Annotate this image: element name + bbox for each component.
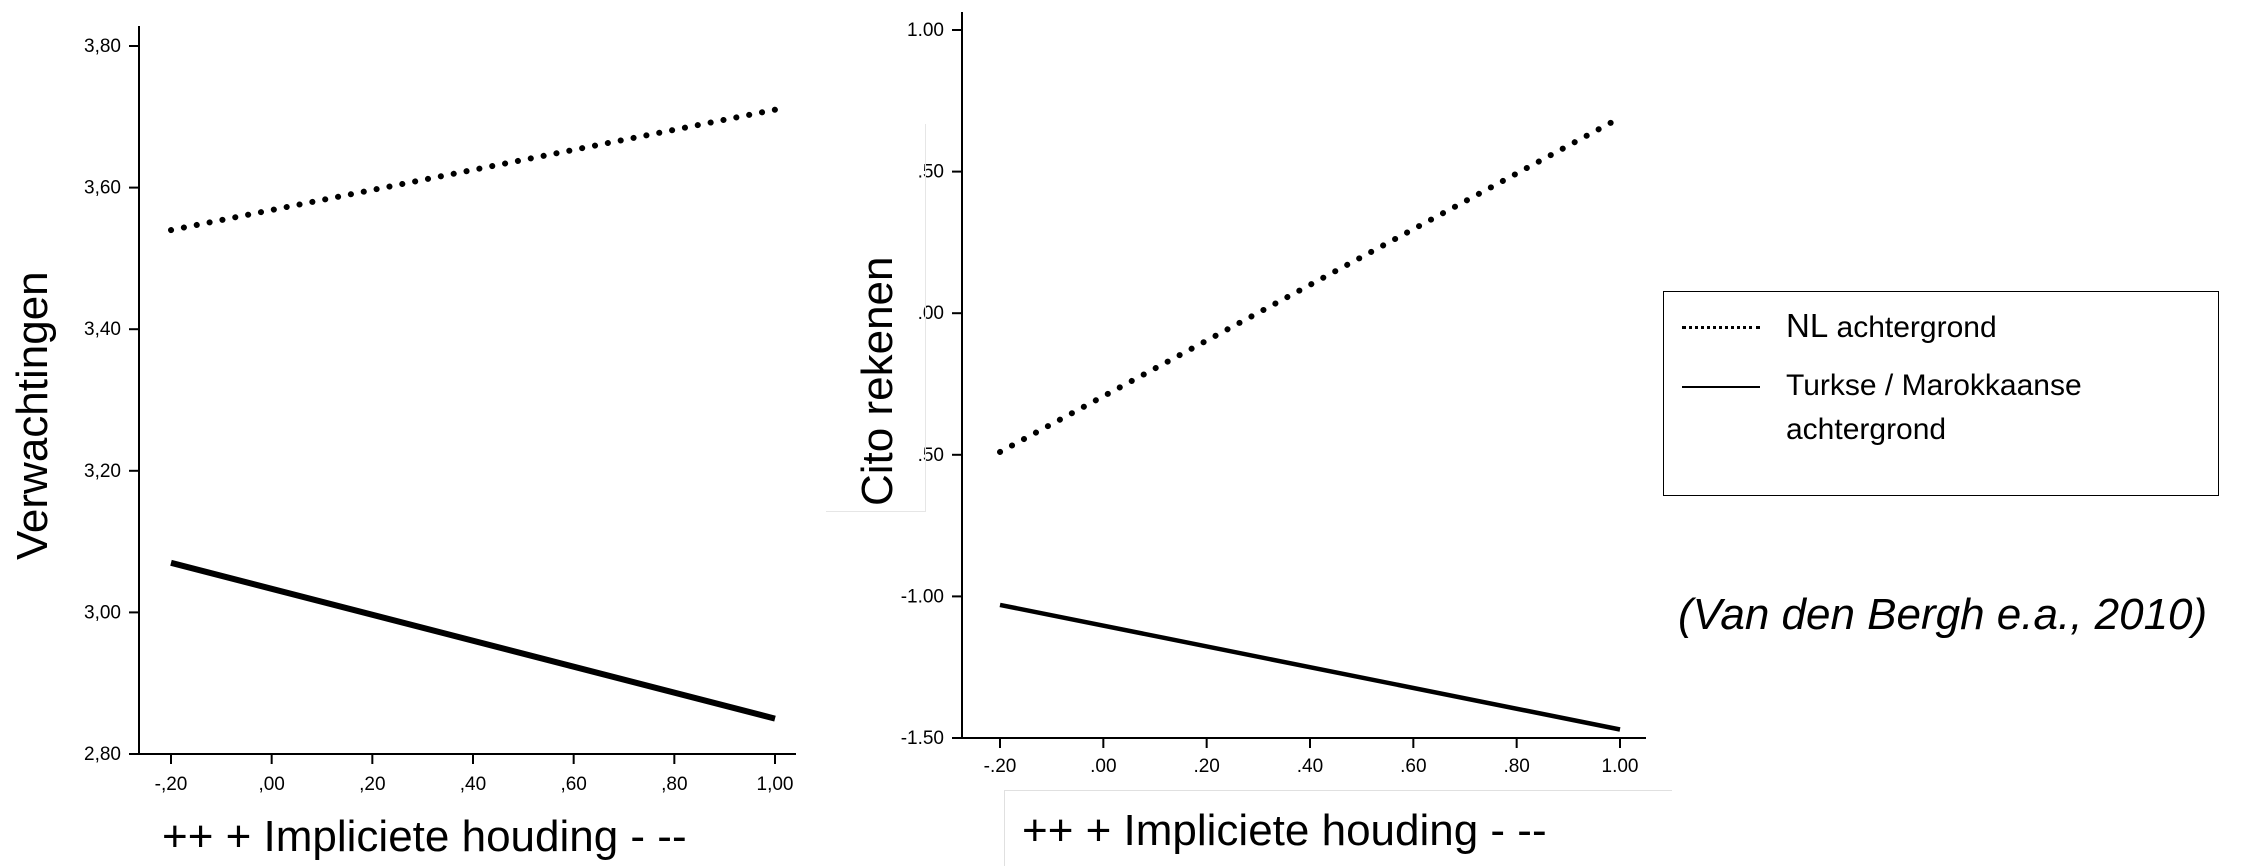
series-line-turkse-marokkaanse xyxy=(170,559,776,722)
legend-swatch-dotted xyxy=(1682,326,1760,329)
x-tick-label: .60 xyxy=(1400,756,1426,777)
y-tick-label: 3,80 xyxy=(84,36,121,57)
x-tick-label: .40 xyxy=(1297,756,1323,777)
x-tick-label: .20 xyxy=(1193,756,1219,777)
y-tick-label: 3,20 xyxy=(84,461,121,482)
x-tick-label: ,60 xyxy=(560,774,586,795)
x-tick-label: ,20 xyxy=(359,774,385,795)
y-tick-label: .50 xyxy=(918,162,944,183)
x-tick-label: 1,00 xyxy=(757,774,794,795)
y-tick-label: 2,80 xyxy=(84,744,121,765)
legend-label-tm-line2: achtergrond xyxy=(1786,413,1947,446)
y-axis-title-left: Verwachtingen xyxy=(8,271,57,560)
y-tick-label: 3,40 xyxy=(84,319,121,340)
legend-label-nl-prefix: NL xyxy=(1786,307,1829,344)
y-tick-label: .50 xyxy=(918,445,944,466)
legend-swatch-solid xyxy=(1682,386,1760,388)
x-tick-label: .80 xyxy=(1503,756,1529,777)
y-tick-label: .00 xyxy=(918,303,944,324)
x-tick-label: -.20 xyxy=(984,756,1017,777)
y-axis-title-right: Cito rekenen xyxy=(853,256,902,506)
y-tick-label: -1.00 xyxy=(901,586,944,607)
y-tick-label: 1.00 xyxy=(907,20,944,41)
x-axis-title-right: ++ + Impliciete houding - -- xyxy=(1022,806,1547,855)
x-tick-label: -,20 xyxy=(155,774,188,795)
citation: (Van den Bergh e.a., 2010) xyxy=(1678,590,2208,639)
y-title-frame-right xyxy=(826,124,926,512)
legend-entry-tm: Turkse / Marokkaanse achtergrond xyxy=(1664,364,2218,452)
series-line-nl-achtergrond xyxy=(997,114,1623,455)
series-line-turkse-marokkaanse xyxy=(999,602,1621,732)
x-tick-label: ,40 xyxy=(460,774,486,795)
chart-cito-rekenen: -1.50 -1.00 .50 .00 .50 1.00 -.20 .00 .20 .40 .60.… xyxy=(901,12,1646,777)
x-tick-label: ,80 xyxy=(661,774,687,795)
y-tick-label: 3,60 xyxy=(84,178,121,199)
series-line-nl-achtergrond xyxy=(168,106,778,234)
x-title-frame-right xyxy=(1004,790,1672,866)
y-tick-label: 3,00 xyxy=(84,602,121,623)
x-axis-title-left: ++ + Impliciete houding - -- xyxy=(162,812,687,861)
y-tick-label: -1.50 xyxy=(901,728,944,749)
legend-entry-nl: NL achtergrond xyxy=(1664,304,2218,348)
legend-label-tm-line1: Turkse / Marokkaanse xyxy=(1786,369,2082,402)
x-tick-label: 1.00 xyxy=(1602,756,1639,777)
chart-verwachtingen: 2,80 3,00 3,20 3,40 3,60 3,80 -,20 ,00 ,20 ,40 ,60… xyxy=(84,26,796,795)
x-tick-label: .00 xyxy=(1090,756,1116,777)
legend: NL achtergrond Turkse / Marokkaanse acht… xyxy=(1663,291,2219,496)
x-tick-label: ,00 xyxy=(258,774,284,795)
legend-label-nl: achtergrond xyxy=(1828,311,1997,344)
